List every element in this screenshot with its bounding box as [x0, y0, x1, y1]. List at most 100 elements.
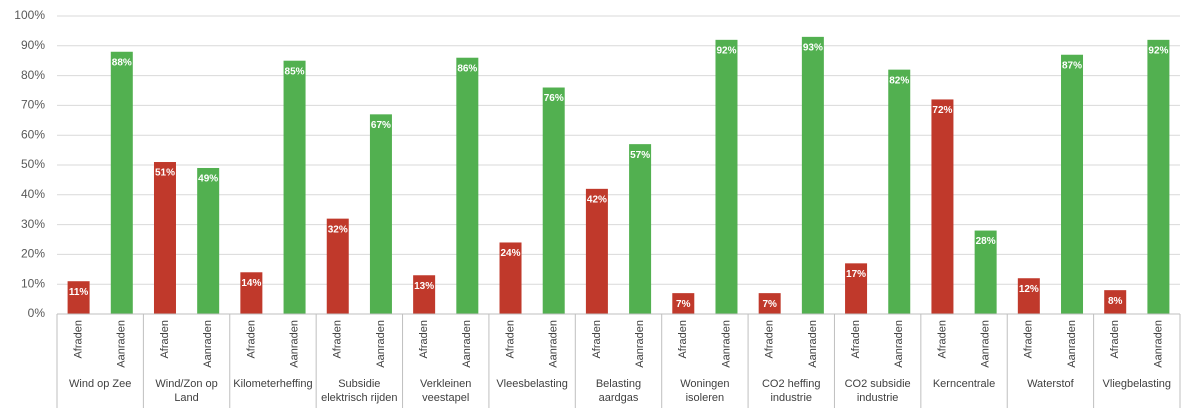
- data-label: 28%: [976, 236, 996, 247]
- data-label: 57%: [630, 150, 650, 161]
- bar: [499, 242, 522, 314]
- bar: [1061, 54, 1084, 315]
- sub-category-label: Afraden: [764, 320, 776, 359]
- sub-category-label: Afraden: [159, 320, 171, 359]
- bar: [1017, 278, 1040, 314]
- sub-category-label: Aanraden: [807, 320, 819, 368]
- y-tick-label: 100%: [14, 8, 45, 22]
- bar: [1104, 290, 1127, 314]
- y-tick-label: 70%: [21, 98, 45, 112]
- sub-category-label: Aanraden: [720, 320, 732, 368]
- sub-category-label: Aanraden: [202, 320, 214, 368]
- sub-category-label: Aanraden: [461, 320, 473, 368]
- sub-category-label: Aanraden: [288, 320, 300, 368]
- bar: [629, 144, 652, 314]
- bar: [974, 230, 997, 314]
- y-tick-label: 80%: [21, 68, 45, 82]
- data-label: 92%: [716, 45, 736, 56]
- sub-category-label: Afraden: [677, 320, 689, 359]
- y-tick-label: 30%: [21, 217, 45, 231]
- sub-category-label: Aanraden: [116, 320, 128, 368]
- bar: [197, 167, 220, 314]
- bar: [845, 263, 868, 314]
- category-label: Subsidie elektrisch rijden: [321, 378, 398, 404]
- sub-category-label: Afraden: [1023, 320, 1035, 359]
- bar: [542, 87, 565, 315]
- y-tick-label: 50%: [21, 157, 45, 171]
- sub-category-label: Aanraden: [634, 320, 646, 368]
- category-label: Wind/Zon op Land: [155, 378, 218, 404]
- data-label: 67%: [371, 120, 391, 131]
- bar: [801, 36, 824, 315]
- data-label: 85%: [285, 66, 305, 77]
- y-tick-label: 90%: [21, 38, 45, 52]
- bar: [369, 114, 392, 314]
- sub-category-label: Afraden: [936, 320, 948, 359]
- data-label: 87%: [1062, 60, 1082, 71]
- data-label: 13%: [414, 281, 434, 292]
- category-label: CO2 subsidie industrie: [844, 378, 911, 404]
- category-label: Kilometerheffing: [233, 378, 313, 390]
- data-label: 88%: [112, 57, 132, 68]
- sub-category-label: Afraden: [73, 320, 85, 359]
- sub-category-label: Aanraden: [1152, 320, 1164, 368]
- y-tick-label: 0%: [28, 306, 46, 320]
- bar: [283, 60, 306, 315]
- category-label: Verkleinen veestapel: [420, 378, 472, 404]
- bar: [456, 57, 479, 314]
- data-label: 51%: [155, 168, 175, 179]
- bar: [413, 275, 436, 314]
- data-label: 42%: [587, 194, 607, 205]
- y-tick-label: 60%: [21, 127, 45, 141]
- bar: [758, 293, 781, 314]
- data-label: 92%: [1148, 45, 1168, 56]
- sub-category-label: Afraden: [245, 320, 257, 359]
- data-label: 32%: [328, 224, 348, 235]
- bar: [672, 293, 695, 314]
- sub-category-label: Aanraden: [980, 320, 992, 368]
- data-label: 7%: [676, 299, 691, 310]
- sub-category-label: Afraden: [1109, 320, 1121, 359]
- sub-category-label: Aanraden: [893, 320, 905, 368]
- sub-category-label: Afraden: [418, 320, 430, 359]
- data-label: 11%: [69, 287, 89, 298]
- sub-category-label: Afraden: [504, 320, 516, 359]
- y-tick-label: 40%: [21, 187, 45, 201]
- sub-category-label: Afraden: [591, 320, 603, 359]
- category-label: CO2 heffing industrie: [761, 378, 821, 404]
- bar: [585, 188, 608, 314]
- sub-category-label: Aanraden: [375, 320, 387, 368]
- bar: [931, 99, 954, 314]
- data-label: 72%: [932, 105, 952, 116]
- category-label: Woningen isoleren: [680, 378, 730, 404]
- y-tick-label: 20%: [21, 247, 45, 261]
- sub-category-label: Afraden: [332, 320, 344, 359]
- data-label: 12%: [1019, 284, 1039, 295]
- bar: [888, 69, 911, 314]
- category-label: Wind op Zee: [69, 378, 132, 390]
- category-label: Belasting aardgas: [595, 378, 642, 404]
- data-label: 7%: [762, 299, 777, 310]
- data-label: 8%: [1108, 296, 1123, 307]
- bar: [1147, 39, 1170, 315]
- data-label: 17%: [846, 269, 866, 280]
- data-label: 82%: [889, 75, 909, 86]
- category-label: Vleesbelasting: [496, 378, 568, 390]
- data-label: 14%: [241, 278, 261, 289]
- sub-category-label: Afraden: [850, 320, 862, 359]
- y-tick-label: 10%: [21, 276, 45, 290]
- category-label: Vliegbelasting: [1102, 378, 1172, 390]
- bar: [153, 162, 176, 314]
- data-label: 76%: [544, 93, 564, 104]
- category-label: Kerncentrale: [932, 378, 996, 390]
- sub-category-label: Aanraden: [1066, 320, 1078, 368]
- bar: [110, 51, 133, 314]
- bar: [240, 272, 263, 314]
- bar: [67, 281, 90, 314]
- data-label: 93%: [803, 43, 823, 54]
- bar: [715, 39, 738, 315]
- data-label: 86%: [457, 63, 477, 74]
- bar: [326, 218, 349, 314]
